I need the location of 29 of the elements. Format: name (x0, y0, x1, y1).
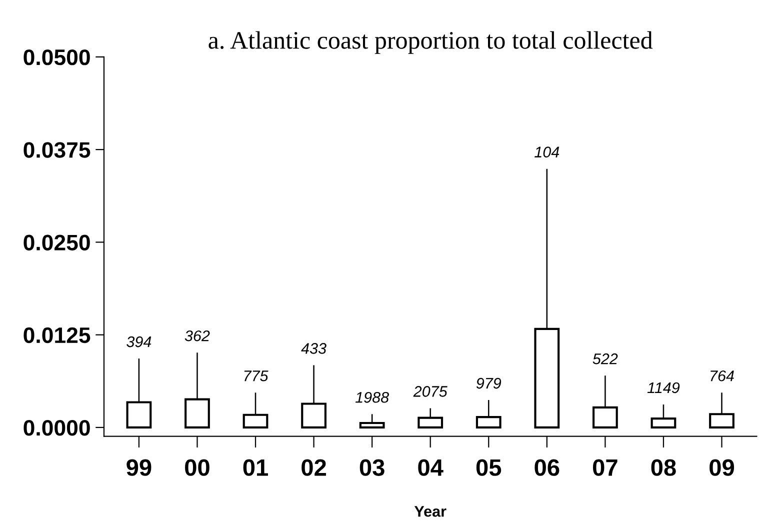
x-tick-label: 06 (534, 459, 560, 476)
annotation: 775 (244, 370, 268, 382)
annotation: 522 (592, 353, 618, 364)
x-tick-label: 02 (302, 459, 326, 476)
annotation: 433 (301, 343, 326, 354)
y-tick-label: 0.0125 (24, 327, 90, 344)
annotation: 1149 (647, 382, 680, 394)
annotation: 764 (710, 370, 734, 382)
x-tick-label: 07 (592, 459, 618, 476)
annotation: 979 (476, 378, 502, 389)
x-tick-label: 05 (476, 459, 502, 476)
x-tick-label: 01 (243, 459, 268, 476)
annotation: 104 (534, 146, 560, 158)
x-axis-title: Year (414, 506, 446, 517)
annotation: 1988 (355, 392, 389, 403)
annotation: 362 (184, 330, 210, 342)
annotation: 2075 (413, 386, 448, 397)
x-tick-label: 04 (418, 459, 444, 476)
y-tick-label: 0.0000 (24, 420, 90, 436)
y-tick-label: 0.0375 (24, 142, 90, 158)
x-tick-label: 03 (360, 459, 384, 476)
annotation: 394 (126, 336, 152, 348)
x-tick-label: 99 (126, 459, 152, 476)
x-tick-label: 09 (710, 459, 734, 476)
y-tick-label: 0.0500 (24, 49, 90, 66)
chart-title: a. Atlantic coast proportion to total collected (208, 31, 653, 54)
y-tick-label: 0.0250 (24, 234, 90, 250)
x-tick-label: 08 (651, 459, 676, 476)
x-tick-label: 00 (185, 459, 210, 476)
